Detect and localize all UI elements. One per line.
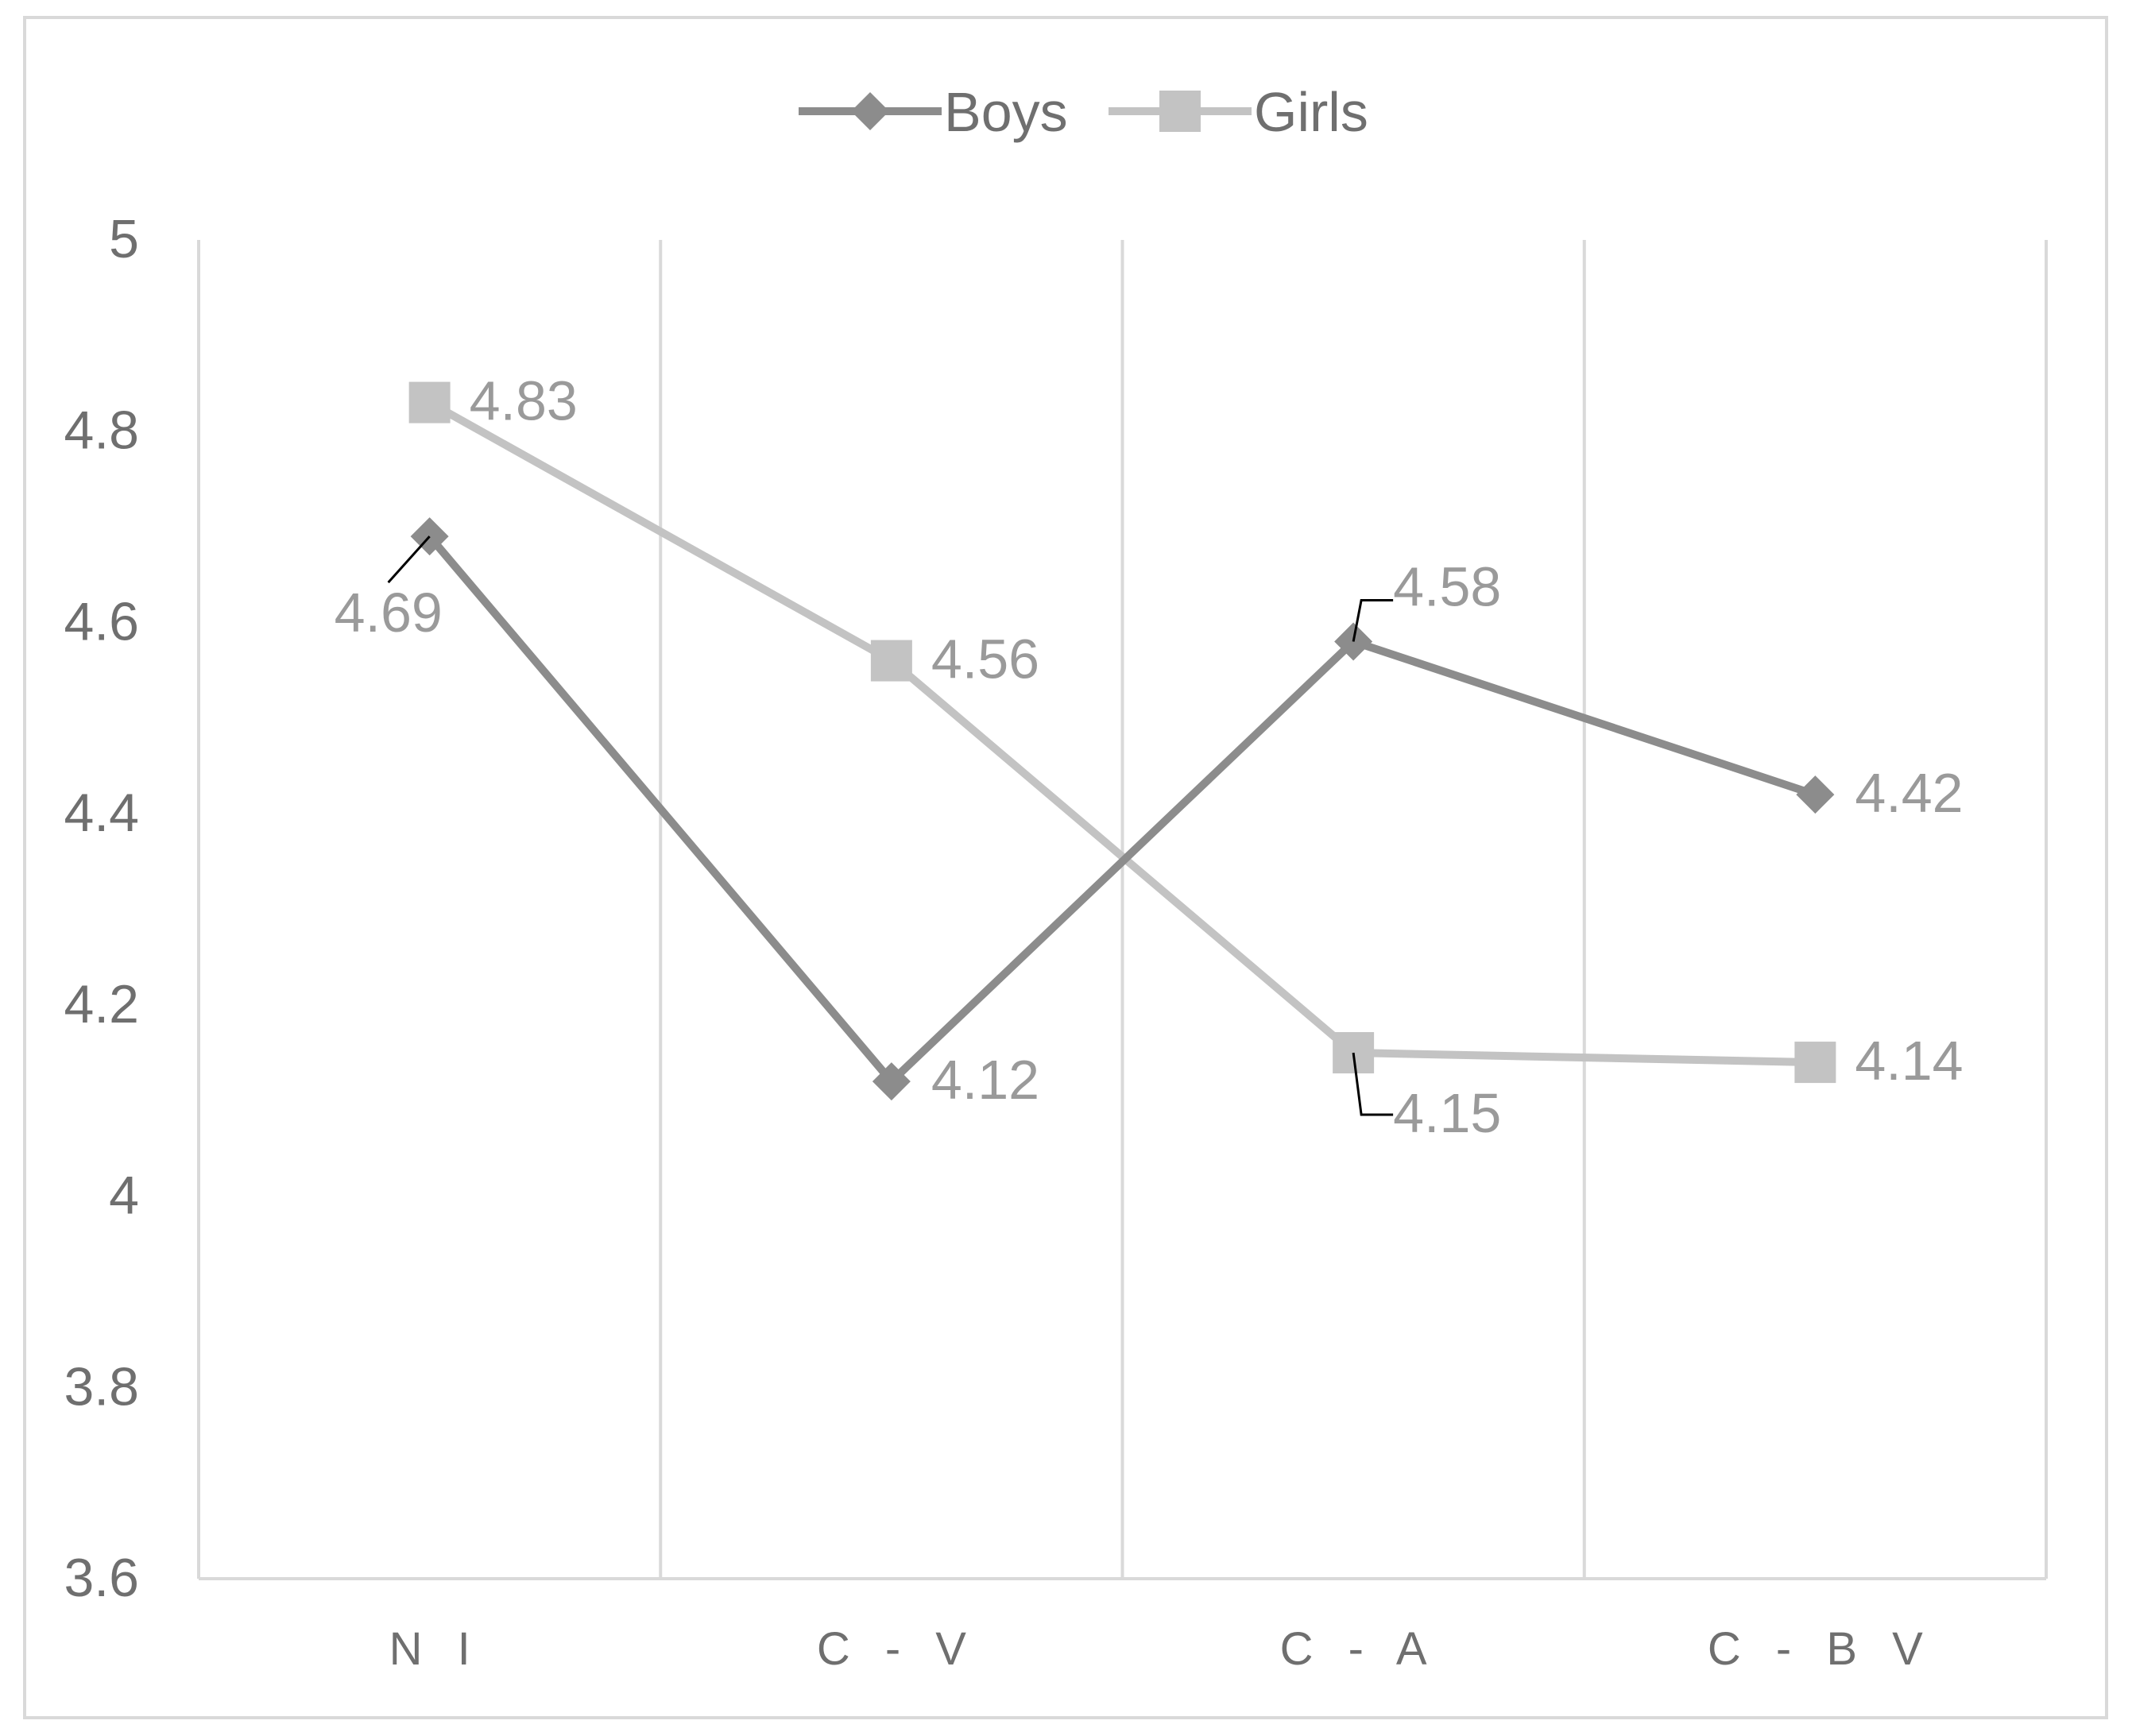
legend-marker-boys [851,92,889,130]
x-category-label: C - B V [1708,1623,1934,1675]
y-tick-label: 4.2 [64,974,139,1034]
data-labels: 4.69 4.12 4.58 4.42 4.83 4.56 4.15 4.14 [335,370,1964,1144]
y-tick-label: 5 [109,209,139,269]
label-leader-line [1352,1052,1394,1116]
data-label-boys: 4.69 [335,582,443,644]
y-tick-label: 3.8 [64,1356,139,1417]
y-tick-label: 4.4 [64,783,139,843]
series-lines [408,381,1836,1101]
y-tick-label: 3.6 [64,1548,139,1608]
data-point-girls [408,381,451,423]
data-point-girls [870,640,912,682]
data-label-girls: 4.14 [1855,1030,1963,1092]
grid [197,240,2048,1580]
data-point-girls [1794,1042,1836,1084]
x-category-label: N I [389,1623,482,1675]
chart-border [23,16,2108,1719]
series-line-boys [426,533,1817,1086]
data-label-girls: 4.15 [1393,1082,1501,1144]
y-tick-label: 4.8 [64,400,139,461]
label-leader-line [387,535,431,584]
legend-label-boys: Boys [944,81,1068,143]
y-axis-ticks: 3.6 3.8 4 4.2 4.4 4.6 4.8 5 [64,209,139,1608]
y-tick-label: 4.6 [64,591,139,651]
legend: Boys Girls [799,81,1368,143]
legend-label-girls: Girls [1254,81,1368,143]
data-label-boys: 4.42 [1855,762,1963,824]
x-category-label: C - A [1280,1623,1438,1675]
x-category-label: C - V [817,1623,977,1675]
data-point-boys [872,1062,911,1101]
legend-marker-girls [1159,91,1201,132]
data-label-boys: 4.12 [931,1049,1039,1111]
data-point-boys [1796,775,1835,814]
data-label-girls: 4.56 [931,628,1039,690]
y-tick-label: 4 [109,1166,139,1226]
label-leader-line [1352,599,1394,642]
data-label-boys: 4.58 [1393,556,1501,618]
data-label-girls: 4.83 [470,370,578,432]
